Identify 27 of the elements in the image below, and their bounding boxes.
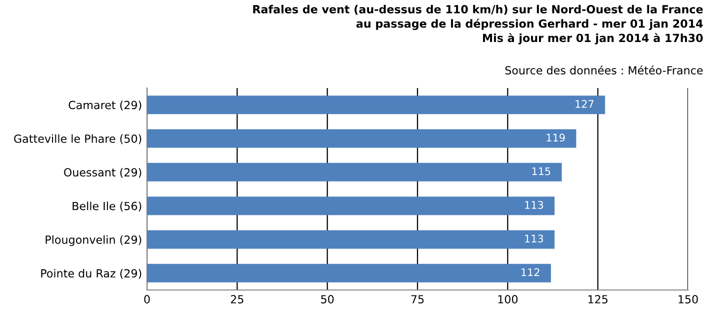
data-label: 112 (522, 268, 540, 276)
y-tick-label: Ouessant (29) (64, 168, 142, 178)
y-tick-label: Camaret (29) (68, 100, 142, 111)
source-note: Source des données : Météo-France (505, 65, 703, 74)
data-label: 113 (525, 200, 544, 209)
x-tick-label: 50 (321, 295, 334, 304)
x-tick-label: 125 (588, 295, 608, 304)
x-tick-label: 100 (498, 295, 518, 304)
y-tick-label: Belle Ile (56) (72, 202, 142, 212)
x-tick-label: 75 (411, 295, 424, 304)
bar (147, 96, 606, 114)
data-label: 127 (576, 100, 594, 108)
data-label: 119 (546, 134, 565, 142)
bar (147, 129, 576, 148)
y-tick-label: Pointe du Raz (29) (41, 268, 142, 279)
data-label: 113 (525, 234, 544, 243)
bar (147, 162, 562, 182)
data-label: 115 (532, 167, 550, 176)
bar (147, 264, 551, 282)
y-tick-label: Plougonvelin (29) (46, 235, 142, 246)
x-tick-label: 0 (144, 295, 150, 304)
x-tick-label: 25 (230, 295, 244, 304)
chart-title: Rafales de vent (au-dessus de 110 km/h) sur le Nord-Ouest de la France au passage de la dépression Gerhard - mer 01 jan 2014 Mis à jour mer 01 jan 2014 à 17h30 (253, 4, 703, 44)
y-tick-label: Gatteville le Phare (50) (14, 134, 142, 144)
bar (147, 196, 555, 216)
bar (147, 230, 555, 249)
x-tick-label: 150 (678, 295, 698, 304)
